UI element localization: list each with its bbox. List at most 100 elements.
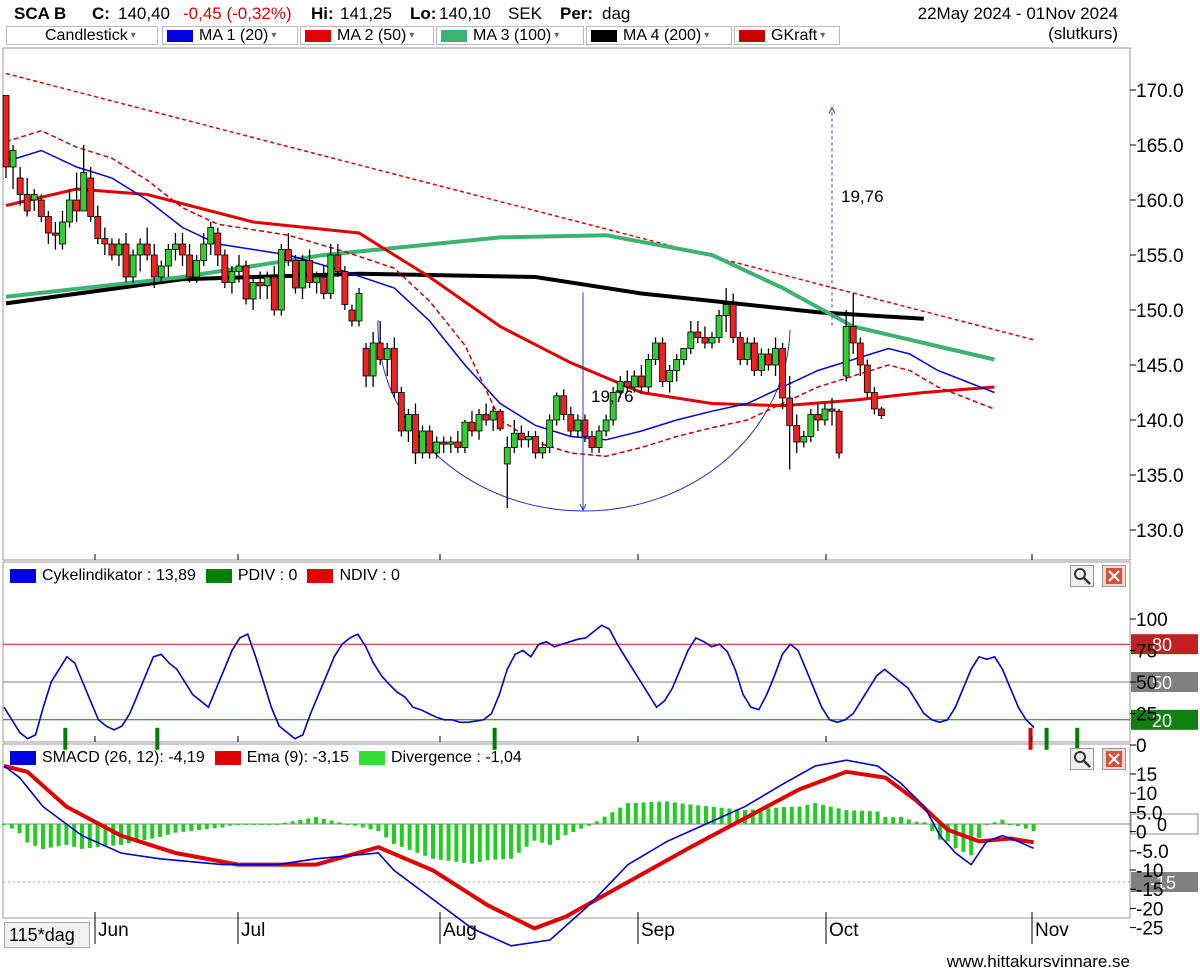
close-label: C: [92, 4, 110, 23]
macd-y-tick-label: -5.0 [1136, 842, 1169, 863]
divergence-bar [95, 824, 100, 848]
divergence-bar [540, 824, 545, 843]
legend-ma4[interactable]: MA 4 (200) ▾ [586, 26, 732, 45]
magnifier-icon[interactable] [1070, 565, 1094, 587]
divergence-bar [774, 807, 779, 824]
candle-body [383, 348, 391, 360]
candle-body [362, 348, 370, 377]
macd-y-tick-label: -20 [1136, 899, 1163, 920]
candle-body [856, 342, 864, 366]
move-label-2: 19,76 [841, 187, 884, 206]
divergence-bar [415, 824, 420, 853]
divergence-bar [462, 824, 467, 863]
legend-ma2[interactable]: MA 2 (50) ▾ [300, 26, 434, 45]
divergence-bar [134, 824, 139, 842]
candle-body [249, 282, 257, 300]
divergence-bar [704, 806, 708, 824]
candle-body [334, 254, 342, 272]
divergence-bar [758, 808, 763, 824]
close-icon[interactable] [1102, 748, 1126, 770]
magnifier-icon[interactable] [1070, 748, 1094, 770]
month-label: Jul [241, 920, 265, 941]
candle-body [157, 265, 165, 278]
move-label-1: 19,76 [591, 387, 634, 406]
candle-body [207, 227, 215, 245]
candle-body [94, 216, 102, 239]
divergence-bar [384, 824, 389, 838]
candle-body [652, 342, 659, 360]
divergence-bar [438, 824, 443, 860]
cycle-y-tick-label: 25 [1136, 705, 1157, 726]
legend-ma4-label: MA 4 (200) [623, 26, 702, 44]
candle-body [284, 249, 292, 261]
legend-ma1[interactable]: MA 1 (20) ▾ [162, 26, 298, 45]
legend-candlestick[interactable]: Candlestick ▾ [6, 26, 158, 45]
candle-body [214, 232, 222, 256]
candle-body [475, 414, 483, 432]
price-y-tick-label: 165.0 [1136, 136, 1184, 157]
candle-body [814, 414, 822, 421]
candle-body [87, 177, 95, 217]
divergence-bar [87, 824, 92, 849]
cycle-level-box [1131, 634, 1198, 655]
legend-ma3[interactable]: MA 3 (100) ▾ [436, 26, 584, 45]
candle-body [567, 414, 575, 432]
candle-body [179, 243, 186, 256]
divergence-bar [945, 824, 950, 842]
candle-body [59, 221, 66, 245]
candle-body [447, 441, 455, 445]
candle-body [588, 436, 596, 448]
divergence-bar [267, 824, 272, 825]
divergence-bar [633, 802, 638, 824]
cycle-panel-legend: Cykelindikator : 13,89 PDIV : 0 NDIV : 0 [6, 564, 400, 588]
divergence-bar [516, 824, 521, 853]
candle-body [242, 265, 250, 300]
candle-body [2, 95, 10, 168]
divergence-bar [251, 824, 256, 825]
divergence-bar [1016, 824, 1020, 826]
cycle-y-tick-label: 100 [1136, 610, 1168, 631]
divergence-bar [150, 824, 155, 839]
candle-body [150, 254, 158, 278]
pdiv-marker [63, 727, 68, 750]
divergence-bar [126, 824, 131, 844]
divergence-bar [813, 803, 818, 824]
divergence-bar [493, 824, 498, 860]
price-y-tick-label: 170.0 [1136, 81, 1184, 102]
candle-body [673, 359, 681, 371]
ma1-line [5, 149, 995, 441]
macd-y-tick-label: 15 [1136, 765, 1157, 786]
candle-body [758, 353, 765, 371]
legend-gkraft[interactable]: GKraft ▾ [734, 26, 840, 45]
candle-body [16, 177, 24, 195]
divergence-bar [454, 824, 459, 862]
candle-body [786, 397, 794, 426]
candle-body [30, 194, 38, 201]
divergence-bar [844, 810, 849, 824]
month-label: Jun [98, 920, 129, 941]
macd-y-tick-label: -15 [1136, 880, 1163, 901]
chevron-down-icon: ▾ [130, 30, 136, 41]
candle-body [616, 381, 624, 393]
divergence-bar [41, 824, 45, 850]
chevron-down-icon: ▾ [704, 30, 710, 41]
candlestick-swatch [11, 29, 39, 42]
divergence-bar [548, 824, 552, 845]
hi-value: 141,25 [340, 4, 392, 23]
close-icon[interactable] [1102, 565, 1126, 587]
cycle-label: Cykelindikator : 13,89 [42, 567, 196, 584]
candle-body [369, 342, 377, 377]
macd-minus15-label: -15 [1150, 873, 1176, 893]
period-button[interactable]: 115*dag [4, 922, 90, 948]
ema-label: Ema (9): -3,15 [246, 749, 349, 766]
pdiv-marker [155, 727, 160, 750]
candle-body [277, 249, 285, 311]
divergence-bar [392, 824, 396, 844]
ma4-swatch [591, 29, 617, 42]
candle-body [828, 408, 836, 412]
candle-body [37, 199, 45, 217]
divergence-bar [821, 804, 825, 824]
divergence-bar [33, 824, 38, 846]
divergence-swatch [359, 751, 385, 765]
candle-body [772, 348, 779, 366]
